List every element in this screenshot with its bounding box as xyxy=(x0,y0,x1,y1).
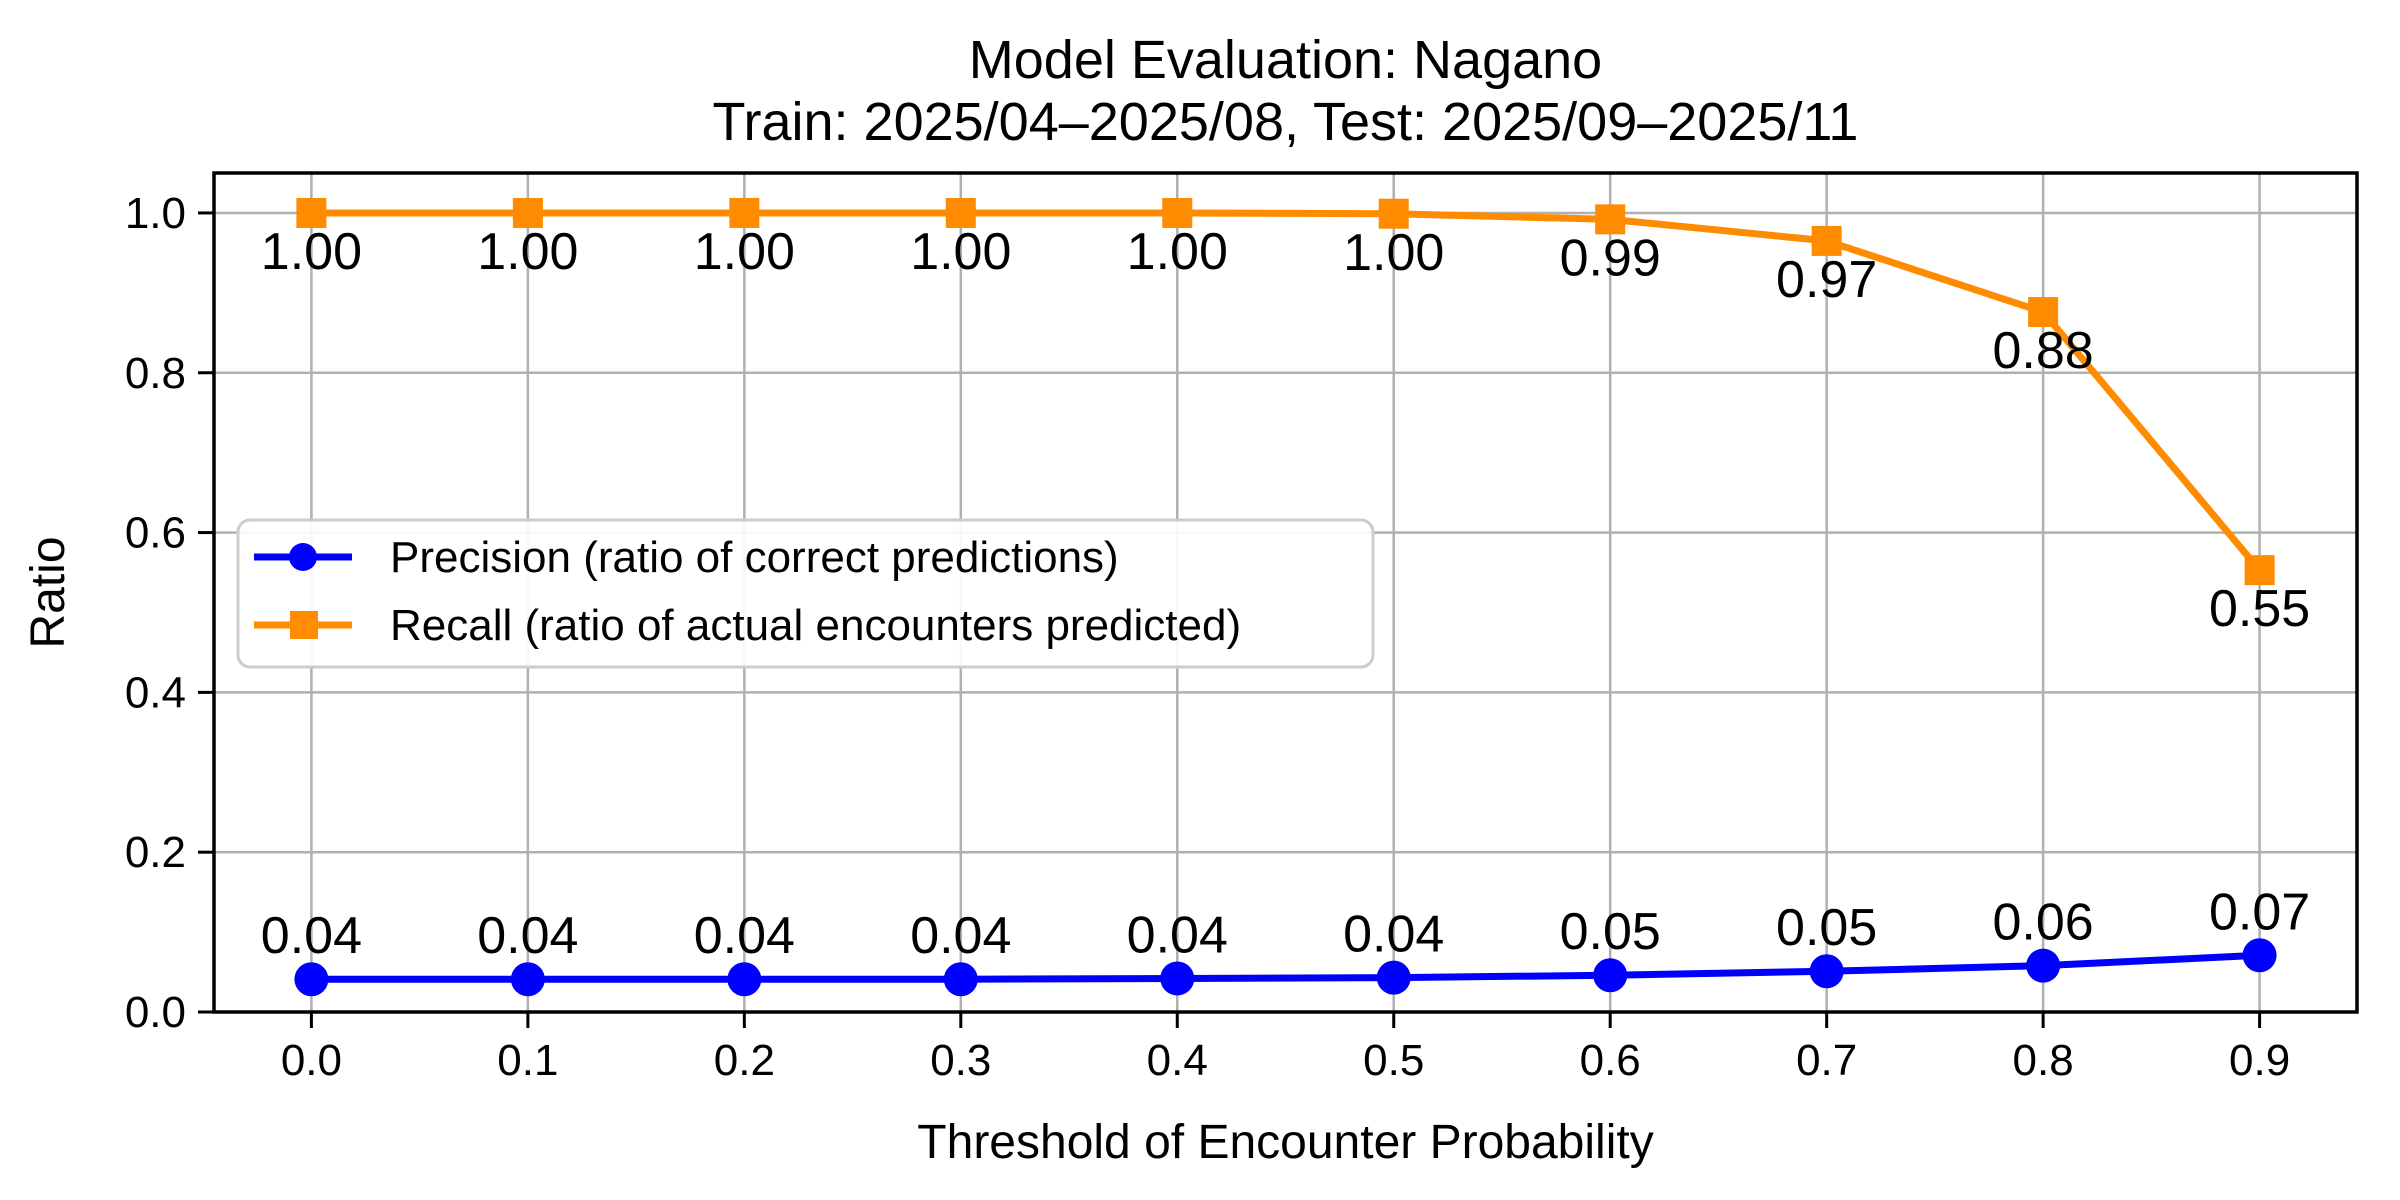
x-tick-label: 0.4 xyxy=(1147,1036,1208,1085)
recall-point-label: 1.00 xyxy=(1127,223,1228,281)
precision-marker xyxy=(943,962,978,997)
recall-point-label: 0.97 xyxy=(1776,251,1877,309)
precision-series: 0.04 0.04 0.04 0.04 0.04 0.04 0.05 0.05 0.06 0.07 xyxy=(261,883,2310,997)
precision-legend-label: Precision (ratio of correct predictions) xyxy=(390,533,1119,582)
recall-point-label: 1.00 xyxy=(261,223,362,281)
precision-marker xyxy=(1809,954,1844,989)
recall-marker xyxy=(2244,555,2275,586)
precision-point-label: 0.04 xyxy=(1343,906,1444,964)
y-axis-label: Ratio xyxy=(22,536,75,648)
recall-point-label: 0.88 xyxy=(1993,322,2094,380)
recall-point-label: 0.55 xyxy=(2209,580,2310,638)
x-tick-label: 0.9 xyxy=(2229,1036,2290,1085)
precision-legend-marker xyxy=(289,543,317,571)
x-tick-label: 0.0 xyxy=(281,1036,342,1085)
x-tick-label: 0.7 xyxy=(1796,1036,1857,1085)
precision-point-label: 0.04 xyxy=(477,907,578,965)
recall-marker xyxy=(296,197,327,228)
precision-marker xyxy=(294,962,329,997)
recall-line xyxy=(311,209,2263,573)
precision-marker xyxy=(1160,961,1195,996)
recall-point-label: 1.00 xyxy=(910,223,1011,281)
recall-point-label: 1.00 xyxy=(694,223,795,281)
recall-marker xyxy=(512,197,543,228)
precision-marker xyxy=(2026,948,2061,983)
recall-marker xyxy=(729,197,760,228)
precision-marker xyxy=(727,962,762,997)
precision-marker xyxy=(510,962,545,997)
chart-title: Model Evaluation: Nagano xyxy=(969,30,1602,90)
recall-point-label: 1.00 xyxy=(477,223,578,281)
recall-point-label: 0.99 xyxy=(1560,229,1661,287)
y-tick-label: 0.2 xyxy=(125,828,186,877)
y-tick-label: 0.8 xyxy=(125,349,186,398)
precision-line xyxy=(311,951,2260,983)
recall-series: 1.00 1.00 1.00 1.00 1.00 1.00 0.99 0.97 0.88 0.55 xyxy=(261,197,2310,638)
precision-marker xyxy=(1376,960,1411,995)
x-tick-label: 0.8 xyxy=(2013,1036,2074,1085)
recall-marker xyxy=(1162,197,1193,228)
x-tick-label: 0.2 xyxy=(714,1036,775,1085)
x-tick-label: 0.6 xyxy=(1580,1036,1641,1085)
x-axis-label: Threshold of Encounter Probability xyxy=(917,1116,1653,1169)
recall-legend-label: Recall (ratio of actual encounters predi… xyxy=(390,601,1241,650)
y-tick-label: 0.4 xyxy=(125,668,186,717)
precision-point-label: 0.04 xyxy=(261,907,362,965)
precision-point-label: 0.05 xyxy=(1776,899,1877,957)
recall-point-label: 1.00 xyxy=(1343,224,1444,282)
recall-marker xyxy=(1378,198,1409,229)
precision-marker xyxy=(2242,938,2277,973)
precision-point-label: 0.06 xyxy=(1993,894,2094,952)
precision-point-label: 0.05 xyxy=(1560,903,1661,961)
recall-marker xyxy=(2028,297,2059,328)
precision-marker xyxy=(1593,958,1628,993)
x-tick-label: 0.3 xyxy=(930,1036,991,1085)
plot-border xyxy=(212,171,2359,1014)
y-tick-label: 0.6 xyxy=(125,509,186,558)
legend: Precision (ratio of correct predictions)… xyxy=(236,518,1375,669)
x-tick-label: 0.1 xyxy=(497,1036,558,1085)
recall-marker xyxy=(1595,204,1626,235)
chart-subtitle: Train: 2025/04–2025/08, Test: 2025/09–20… xyxy=(713,92,1859,152)
precision-point-label: 0.04 xyxy=(910,907,1011,965)
precision-point-label: 0.07 xyxy=(2209,883,2310,941)
recall-marker xyxy=(945,197,976,228)
legend-frame xyxy=(236,518,1375,669)
y-tick-label: 0.0 xyxy=(125,988,186,1037)
x-tick-label: 0.5 xyxy=(1363,1036,1424,1085)
recall-legend-marker xyxy=(290,611,318,639)
y-tick-label: 1.0 xyxy=(125,189,186,238)
precision-point-label: 0.04 xyxy=(1127,906,1228,964)
precision-point-label: 0.04 xyxy=(694,907,795,965)
recall-marker xyxy=(1811,225,1842,256)
